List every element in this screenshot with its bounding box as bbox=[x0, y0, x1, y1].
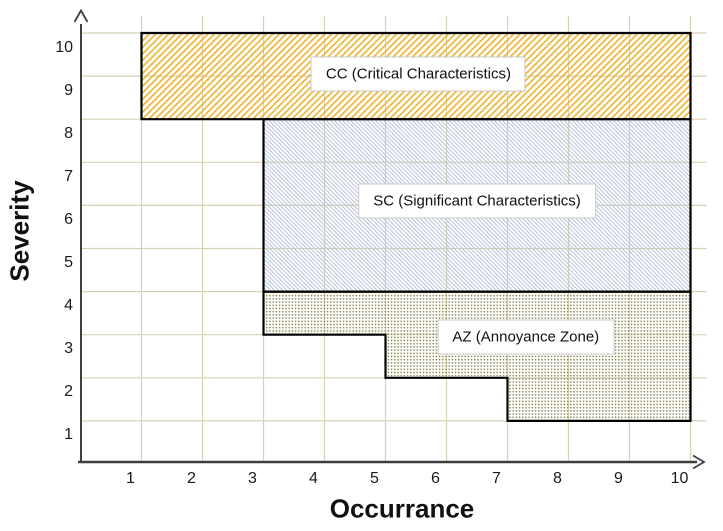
zone-label-az: AZ (Annoyance Zone) bbox=[437, 319, 615, 355]
zone-az bbox=[262, 290, 692, 422]
zone-label-sc: SC (Significant Characteristics) bbox=[358, 183, 596, 219]
x-tick-label-10: 10 bbox=[670, 470, 689, 487]
y-tick-label-5: 5 bbox=[64, 254, 73, 271]
x-tick-label-8: 8 bbox=[553, 470, 562, 487]
x-tick-label-9: 9 bbox=[614, 470, 623, 487]
x-tick-label-2: 2 bbox=[187, 470, 196, 487]
x-tick-label-7: 7 bbox=[492, 470, 501, 487]
y-tick-label-3: 3 bbox=[64, 340, 73, 358]
y-tick-label-7: 7 bbox=[64, 167, 73, 185]
x-tick-label-4: 4 bbox=[309, 470, 318, 487]
x-tick-label-3: 3 bbox=[248, 470, 257, 487]
x-tick-label-5: 5 bbox=[370, 470, 379, 487]
zone-label-cc: CC (Critical Characteristics) bbox=[310, 56, 526, 92]
y-axis-arrow-icon bbox=[73, 8, 89, 23]
y-tick-label-9: 9 bbox=[64, 81, 73, 99]
y-tick-label-6: 6 bbox=[64, 210, 73, 228]
x-axis-title: Occurrance bbox=[329, 493, 475, 524]
x-axis-arrow-icon bbox=[692, 454, 706, 470]
y-tick-label-10: 10 bbox=[55, 38, 73, 56]
y-tick-label-8: 8 bbox=[64, 124, 73, 142]
y-axis-title: Severity bbox=[4, 180, 35, 282]
x-tick-label-6: 6 bbox=[431, 470, 440, 487]
y-tick-label-1: 1 bbox=[64, 426, 73, 444]
x-tick-label-1: 1 bbox=[126, 470, 135, 487]
y-tick-label-4: 4 bbox=[64, 297, 73, 315]
y-tick-label-2: 2 bbox=[64, 383, 73, 401]
